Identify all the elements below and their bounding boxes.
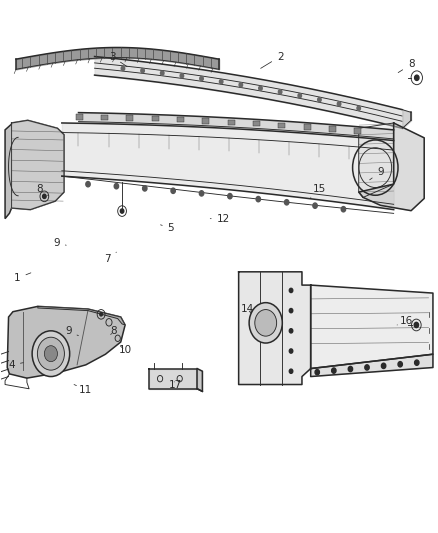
Circle shape [121, 66, 125, 70]
Text: 8: 8 [36, 184, 49, 196]
Circle shape [180, 74, 184, 78]
Circle shape [285, 200, 289, 205]
Text: 7: 7 [104, 252, 117, 263]
Circle shape [249, 303, 283, 343]
Circle shape [37, 337, 64, 370]
Circle shape [160, 71, 164, 75]
Circle shape [44, 346, 57, 362]
Polygon shape [12, 120, 64, 209]
Polygon shape [359, 123, 424, 211]
Bar [202, 118, 209, 124]
Circle shape [171, 188, 175, 193]
Circle shape [259, 86, 262, 91]
Circle shape [415, 360, 419, 365]
Bar [253, 121, 260, 126]
Circle shape [357, 106, 360, 110]
Text: 5: 5 [160, 223, 174, 233]
Circle shape [341, 207, 346, 212]
Circle shape [42, 194, 46, 198]
Text: 4: 4 [8, 360, 23, 370]
Text: 14: 14 [241, 304, 254, 314]
Text: 11: 11 [74, 384, 92, 395]
Circle shape [100, 313, 102, 316]
Circle shape [228, 193, 232, 199]
Text: 8: 8 [110, 326, 117, 336]
Circle shape [415, 75, 419, 80]
Bar [279, 123, 286, 128]
Circle shape [332, 368, 336, 373]
Circle shape [86, 182, 90, 187]
Polygon shape [311, 285, 433, 368]
Polygon shape [197, 368, 202, 391]
Circle shape [255, 310, 277, 336]
Text: 9: 9 [370, 167, 384, 180]
Bar [101, 115, 108, 120]
Circle shape [32, 331, 70, 376]
Circle shape [414, 322, 419, 328]
Circle shape [348, 366, 353, 372]
Polygon shape [239, 272, 311, 384]
Circle shape [289, 349, 293, 353]
Circle shape [199, 191, 204, 196]
Bar [354, 128, 361, 134]
Circle shape [289, 329, 293, 333]
Polygon shape [149, 368, 197, 389]
Bar [177, 117, 184, 123]
Circle shape [381, 363, 386, 368]
Polygon shape [7, 306, 125, 378]
Circle shape [365, 365, 369, 370]
Bar [304, 124, 311, 130]
Circle shape [313, 203, 317, 208]
Circle shape [289, 309, 293, 313]
Circle shape [398, 361, 403, 367]
Bar [76, 114, 83, 119]
Circle shape [315, 369, 319, 375]
Text: 10: 10 [119, 345, 132, 355]
Text: 2: 2 [261, 52, 283, 68]
Bar [228, 119, 235, 125]
Circle shape [219, 79, 223, 84]
Circle shape [256, 197, 261, 202]
Circle shape [289, 288, 293, 293]
Circle shape [114, 183, 119, 189]
Text: 3: 3 [109, 52, 127, 67]
Text: 9: 9 [65, 326, 78, 336]
Polygon shape [5, 120, 64, 219]
Text: 12: 12 [210, 214, 230, 224]
Text: 1: 1 [14, 273, 31, 283]
Text: 15: 15 [311, 184, 326, 197]
Circle shape [279, 90, 282, 94]
Circle shape [239, 83, 243, 87]
Polygon shape [38, 306, 125, 325]
Circle shape [318, 98, 321, 102]
Circle shape [337, 102, 341, 106]
Text: 8: 8 [398, 60, 414, 72]
Bar [329, 126, 336, 132]
Text: 17: 17 [169, 379, 182, 390]
Bar [152, 116, 159, 122]
Polygon shape [359, 123, 394, 197]
Circle shape [298, 94, 301, 98]
Circle shape [120, 209, 124, 213]
Text: 9: 9 [53, 238, 66, 247]
Polygon shape [311, 354, 433, 376]
Bar [127, 115, 134, 120]
Circle shape [141, 69, 145, 73]
Circle shape [143, 185, 147, 191]
Circle shape [200, 76, 203, 80]
Circle shape [289, 369, 293, 373]
Text: 16: 16 [397, 316, 413, 326]
